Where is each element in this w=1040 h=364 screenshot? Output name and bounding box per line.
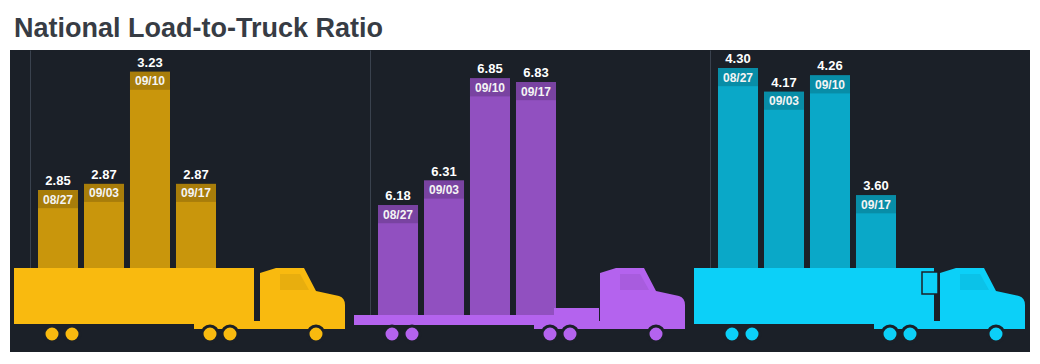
data-label: 3.23 — [137, 55, 162, 70]
category-label: 09/17 — [521, 85, 551, 99]
truck-wheel — [988, 326, 1004, 342]
truck-wheel — [648, 326, 664, 342]
truck-window — [960, 274, 989, 290]
bar — [516, 82, 556, 315]
y-axis-line — [710, 51, 711, 269]
data-label: 2.87 — [91, 167, 116, 182]
y-axis — [370, 51, 371, 316]
chart-1: 08/27 6.18 09/03 6.31 09/10 6.85 09/17 6.83 — [354, 51, 685, 343]
bar — [764, 92, 804, 268]
category-label: 09/03 — [429, 183, 459, 197]
truck-wheel — [44, 326, 60, 342]
data-label: 6.31 — [431, 164, 456, 179]
truck-wheel — [222, 326, 238, 342]
category-label: 09/17 — [861, 198, 891, 212]
data-label: 4.26 — [817, 58, 842, 73]
panel — [10, 50, 1030, 352]
category-label: 09/10 — [135, 74, 165, 88]
y-axis — [30, 51, 31, 269]
bars — [38, 72, 216, 268]
bar — [810, 75, 850, 268]
bar — [378, 205, 418, 315]
bars — [718, 68, 896, 268]
bar — [424, 181, 464, 315]
truck-deck-rail — [554, 308, 599, 316]
data-label: 2.85 — [45, 173, 70, 188]
truck-wheel — [744, 326, 760, 342]
date-band — [38, 190, 78, 208]
truck-cab — [260, 268, 345, 328]
bar — [38, 190, 78, 268]
truck-trailer — [14, 268, 254, 324]
data-label: 6.83 — [523, 65, 548, 80]
category-label: 09/03 — [89, 186, 119, 200]
bar — [718, 68, 758, 268]
truck-wheel — [404, 326, 420, 342]
date-band — [176, 184, 216, 202]
date-band — [516, 82, 556, 100]
category-label: 08/27 — [43, 193, 73, 207]
data-label: 6.85 — [477, 61, 502, 76]
labels: 08/27 6.18 09/03 6.31 09/10 6.85 09/17 6.83 — [383, 61, 551, 221]
reefer-unit — [922, 272, 938, 294]
truck-wheel — [882, 326, 898, 342]
bar — [176, 184, 216, 268]
background — [0, 0, 1040, 364]
chart-0: 08/27 2.85 09/03 2.87 09/10 3.23 09/17 2.87 — [14, 51, 345, 343]
category-label: 09/17 — [181, 186, 211, 200]
truck-wheel — [64, 326, 80, 342]
date-band — [424, 181, 464, 199]
truck-cab — [940, 268, 1025, 328]
bar — [856, 195, 896, 268]
title: National Load-to-Truck Ratio — [14, 13, 383, 43]
truck-window — [280, 274, 309, 290]
data-label: 4.30 — [725, 51, 750, 66]
truck-cab — [600, 268, 685, 328]
category-label: 08/27 — [723, 71, 753, 85]
chart-root: National Load-to-Truck Ratio 08/27 2.85 09/… — [0, 0, 1040, 364]
category-label: 09/03 — [769, 94, 799, 108]
data-label: 6.18 — [385, 188, 410, 203]
date-band — [764, 92, 804, 110]
date-band — [130, 72, 170, 90]
truck — [354, 268, 685, 342]
data-label: 3.60 — [863, 178, 888, 193]
bars — [378, 78, 556, 315]
date-band — [378, 205, 418, 223]
truck-window — [620, 274, 649, 290]
category-label: 09/10 — [815, 78, 845, 92]
truck-wheel — [308, 326, 324, 342]
date-band — [718, 68, 758, 86]
truck — [694, 268, 1025, 342]
labels: 08/27 2.85 09/03 2.87 09/10 3.23 09/17 2.87 — [43, 55, 211, 207]
y-axis-line — [370, 51, 371, 316]
truck-wheel — [542, 326, 558, 342]
date-band — [470, 78, 510, 96]
category-label: 08/27 — [383, 208, 413, 222]
category-label: 09/10 — [475, 81, 505, 95]
data-label: 4.17 — [771, 75, 796, 90]
y-axis-line — [30, 51, 31, 269]
truck-wheel — [384, 326, 400, 342]
data-label: 2.87 — [183, 167, 208, 182]
bar — [84, 184, 124, 268]
truck-trailer — [694, 268, 934, 324]
truck-wheel — [902, 326, 918, 342]
labels: 08/27 4.30 09/03 4.17 09/10 4.26 09/17 3.60 — [723, 51, 891, 212]
date-band — [84, 184, 124, 202]
truck — [14, 268, 345, 342]
date-band — [810, 75, 850, 93]
y-axis — [710, 51, 711, 269]
truck-wheel — [724, 326, 740, 342]
truck-wheel — [202, 326, 218, 342]
bar — [470, 78, 510, 315]
truck-wheel — [562, 326, 578, 342]
date-band — [856, 195, 896, 213]
chart-2: 08/27 4.30 09/03 4.17 09/10 4.26 09/17 3.60 — [694, 51, 1025, 343]
bar — [130, 72, 170, 268]
